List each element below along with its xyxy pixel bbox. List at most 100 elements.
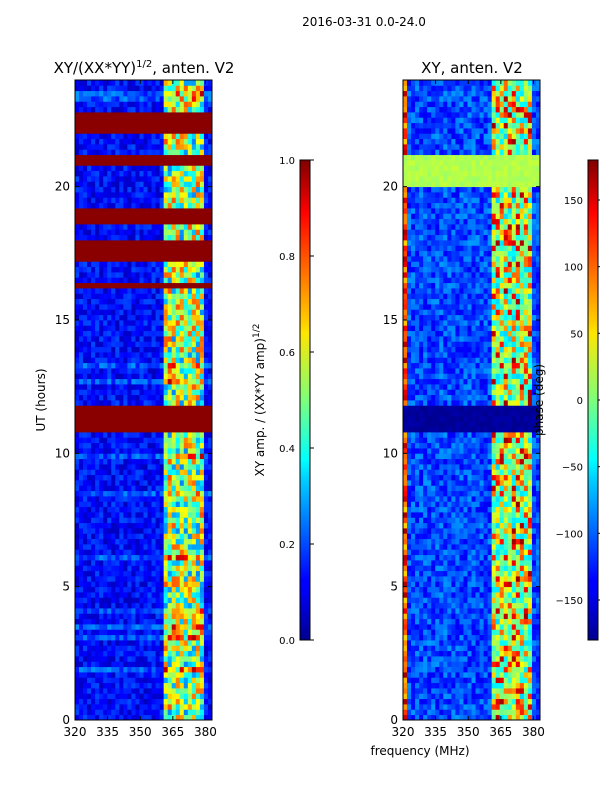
right-heatmap-cell xyxy=(451,640,456,646)
left-heatmap-cell xyxy=(183,618,189,625)
left-heatmap-cell xyxy=(127,448,132,454)
left-heatmap-cell xyxy=(187,410,193,417)
right-heatmap-cell xyxy=(475,650,480,657)
left-heatmap-cell xyxy=(79,549,84,556)
left-heatmap-cell xyxy=(159,101,165,108)
right-heatmap-cell xyxy=(411,677,416,684)
left-heatmap-cell xyxy=(91,224,96,230)
left-heatmap-cell xyxy=(91,122,96,129)
left-heatmap-cell xyxy=(99,165,104,172)
left-heatmap-cell xyxy=(199,80,205,86)
left-heatmap-cell xyxy=(87,442,92,449)
right-heatmap-cell xyxy=(535,645,540,652)
right-heatmap-cell xyxy=(503,634,509,641)
left-heatmap-cell xyxy=(87,80,92,86)
left-heatmap-cell xyxy=(179,565,185,572)
right-heatmap-cell xyxy=(427,613,432,620)
right-heatmap-cell xyxy=(451,650,456,657)
left-heatmap-cell xyxy=(179,288,185,294)
left-heatmap-cell xyxy=(155,618,161,625)
left-heatmap-cell xyxy=(151,314,156,321)
left-heatmap-cell xyxy=(143,469,148,476)
left-heatmap-cell xyxy=(123,602,128,609)
left-heatmap-cell xyxy=(75,704,80,710)
left-heatmap-cell xyxy=(143,592,148,598)
left-heatmap-cell xyxy=(127,154,132,161)
left-heatmap-cell xyxy=(159,176,165,182)
left-heatmap-cell xyxy=(79,160,84,166)
left-heatmap-cell xyxy=(131,501,136,508)
left-heatmap-cell xyxy=(167,80,173,86)
left-heatmap-cell xyxy=(147,634,152,641)
left-heatmap-cell xyxy=(167,378,173,385)
left-heatmap-cell xyxy=(195,597,201,604)
left-heatmap-cell xyxy=(131,581,136,588)
right-heatmap-cell xyxy=(527,698,533,705)
right-heatmap-cell xyxy=(419,688,424,694)
left-heatmap-cell xyxy=(175,336,181,342)
right-heatmap-cell xyxy=(407,698,412,705)
left-heatmap-cell xyxy=(155,458,161,465)
left-heatmap-cell xyxy=(87,629,92,636)
left-heatmap-cell xyxy=(179,437,185,444)
left-heatmap-cell xyxy=(127,192,132,198)
left-heatmap-cell xyxy=(183,272,189,278)
right-heatmap-cell xyxy=(431,677,436,684)
left-heatmap-cell xyxy=(171,448,177,454)
left-heatmap-cell xyxy=(183,416,189,422)
right-heatmap-cell xyxy=(483,698,489,705)
left-heatmap-cell xyxy=(199,549,205,556)
right-heatmap-cell xyxy=(459,656,464,662)
right-heatmap-cell xyxy=(467,618,472,625)
right-heatmap-cell xyxy=(503,661,509,668)
left-heatmap-cell xyxy=(83,512,88,518)
right-heatmap-cell xyxy=(491,597,497,604)
left-heatmap-cell xyxy=(179,384,185,390)
left-heatmap-cell xyxy=(99,362,104,369)
left-heatmap-cell xyxy=(139,506,144,513)
left-heatmap-cell xyxy=(143,656,148,662)
right-heatmap-cell xyxy=(419,677,424,684)
left-heatmap-cell xyxy=(191,384,197,390)
left-heatmap-cell xyxy=(147,405,152,412)
left-heatmap-cell xyxy=(199,645,205,652)
left-heatmap-cell xyxy=(103,570,108,577)
left-heatmap-cell xyxy=(79,117,84,124)
left-heatmap-cell xyxy=(203,277,209,284)
left-heatmap-cell xyxy=(107,293,112,300)
left-heatmap-cell xyxy=(155,677,161,684)
left-heatmap-cell xyxy=(107,234,112,241)
left-heatmap-cell xyxy=(155,250,161,257)
left-heatmap-cell xyxy=(115,213,120,220)
left-heatmap-cell xyxy=(207,176,212,182)
left-heatmap-cell xyxy=(187,202,193,209)
left-heatmap-cell xyxy=(87,224,92,230)
left-heatmap-cell xyxy=(151,453,156,460)
right-heatmap-cell xyxy=(427,698,432,705)
left-heatmap-cell xyxy=(151,256,156,262)
left-heatmap-cell xyxy=(111,512,116,518)
left-heatmap-cell xyxy=(195,506,201,513)
right-heatmap-cell xyxy=(467,629,472,636)
left-heatmap-cell xyxy=(75,154,80,161)
left-heatmap-cell xyxy=(187,186,193,193)
left-heatmap-cell xyxy=(151,640,156,646)
left-heatmap-cell xyxy=(79,165,84,172)
left-heatmap-cell xyxy=(83,352,88,358)
left-heatmap-cell xyxy=(119,698,124,705)
left-heatmap-cell xyxy=(191,554,197,561)
left-heatmap-cell xyxy=(131,416,136,422)
left-heatmap-cell xyxy=(207,133,212,140)
left-heatmap-cell xyxy=(131,618,136,625)
left-heatmap-cell xyxy=(187,538,193,545)
left-heatmap-cell xyxy=(135,688,140,694)
left-heatmap-cell xyxy=(103,421,108,428)
left-heatmap-cell xyxy=(103,560,108,566)
right-heatmap-cell xyxy=(451,666,456,673)
left-heatmap-cell xyxy=(167,362,173,369)
left-heatmap-cell xyxy=(83,266,88,273)
right-heatmap-cell xyxy=(511,656,517,662)
left-heatmap-cell xyxy=(131,410,136,417)
left-heatmap-cell xyxy=(131,698,136,705)
left-heatmap-cell xyxy=(99,144,104,150)
